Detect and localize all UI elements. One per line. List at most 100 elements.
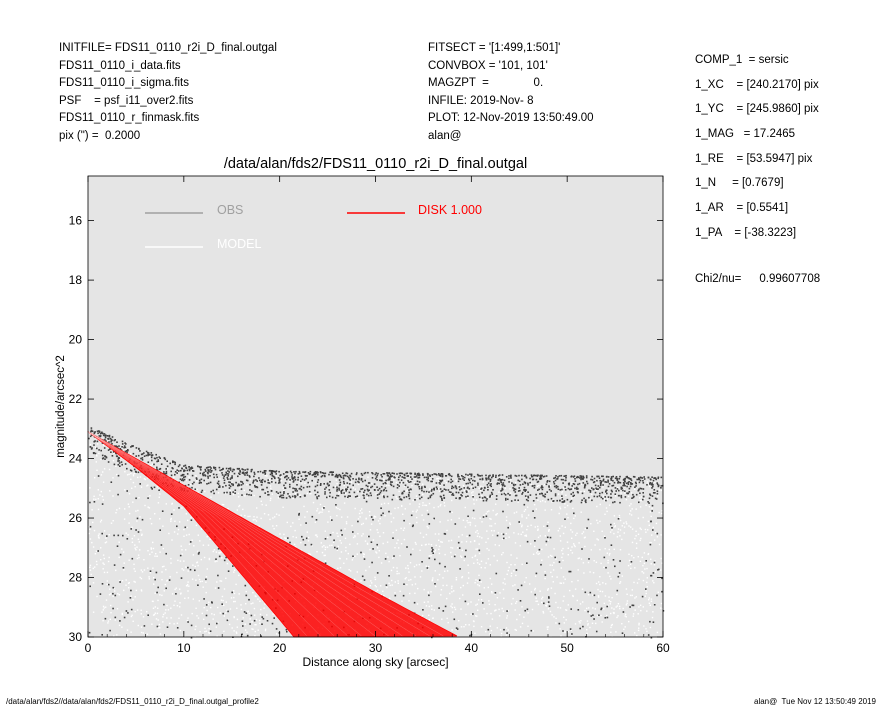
- model-point: [269, 518, 271, 521]
- model-point: [147, 567, 149, 569]
- obs-point: [445, 475, 447, 477]
- obs-point: [524, 489, 526, 491]
- obs-point: [158, 489, 160, 491]
- obs-point: [502, 484, 505, 486]
- obs-point: [181, 478, 184, 480]
- obs-point: [175, 593, 177, 595]
- obs-point: [88, 631, 91, 634]
- model-point: [616, 605, 618, 607]
- header-line: MAGZPT = 0.: [428, 77, 544, 90]
- obs-point: [231, 475, 233, 477]
- y-tick-label: 28: [69, 571, 83, 585]
- model-point: [100, 474, 103, 476]
- obs-point: [131, 445, 133, 447]
- model-point: [354, 488, 356, 490]
- obs-point: [88, 437, 90, 440]
- obs-point: [215, 558, 217, 560]
- obs-point: [340, 476, 343, 479]
- model-point: [150, 464, 152, 466]
- obs-point: [435, 473, 437, 475]
- obs-point: [608, 483, 611, 485]
- obs-point: [320, 483, 322, 485]
- obs-point: [479, 593, 481, 595]
- obs-point: [653, 561, 656, 564]
- obs-point: [444, 565, 446, 568]
- model-point: [593, 560, 595, 562]
- obs-point: [289, 496, 292, 499]
- model-point: [543, 483, 546, 486]
- obs-point: [596, 475, 599, 478]
- model-point: [469, 524, 471, 526]
- model-point: [474, 632, 476, 634]
- model-point: [269, 485, 272, 487]
- obs-point: [371, 477, 374, 479]
- model-point: [631, 555, 633, 557]
- obs-point: [342, 477, 345, 479]
- model-point: [541, 596, 544, 598]
- obs-point: [544, 496, 546, 498]
- model-point: [448, 540, 450, 542]
- model-point: [561, 549, 563, 552]
- model-point: [121, 612, 123, 615]
- obs-point: [472, 613, 474, 615]
- obs-point: [126, 467, 128, 470]
- obs-point: [228, 484, 231, 486]
- obs-point: [241, 468, 243, 470]
- model-point: [315, 534, 318, 536]
- obs-point: [657, 485, 660, 488]
- model-point: [213, 613, 215, 616]
- model-point: [527, 525, 529, 527]
- obs-point: [93, 501, 96, 503]
- obs-point: [108, 441, 110, 443]
- model-point: [639, 497, 641, 499]
- model-point: [252, 628, 254, 630]
- model-point: [201, 580, 203, 582]
- model-point: [637, 613, 639, 615]
- obs-point: [408, 489, 410, 491]
- model-point: [561, 492, 563, 494]
- model-point: [379, 517, 381, 520]
- obs-point: [324, 472, 327, 475]
- obs-point: [267, 481, 269, 484]
- model-point: [474, 554, 477, 557]
- model-point: [599, 503, 601, 506]
- obs-point: [654, 492, 656, 494]
- model-point: [354, 578, 356, 580]
- model-point: [260, 500, 262, 502]
- model-point: [334, 485, 336, 488]
- model-point: [643, 562, 646, 565]
- model-point: [368, 566, 371, 568]
- obs-point: [433, 488, 435, 490]
- obs-point: [149, 454, 151, 456]
- obs-point: [97, 475, 100, 477]
- obs-point: [300, 488, 303, 491]
- obs-point: [329, 534, 332, 536]
- model-point: [249, 478, 252, 481]
- model-point: [506, 499, 508, 502]
- model-point: [159, 627, 161, 629]
- obs-point: [231, 477, 233, 479]
- model-point: [430, 479, 432, 481]
- obs-point: [515, 494, 518, 497]
- model-point: [363, 553, 365, 555]
- model-point: [95, 453, 98, 456]
- obs-point: [281, 496, 283, 499]
- obs-point: [417, 472, 420, 475]
- obs-point: [517, 479, 519, 482]
- model-point: [416, 498, 418, 500]
- obs-point: [399, 498, 401, 501]
- obs-point: [526, 540, 529, 543]
- model-point: [418, 506, 420, 508]
- model-point: [112, 495, 114, 497]
- obs-point: [243, 611, 246, 613]
- model-point: [382, 532, 385, 534]
- obs-point: [275, 491, 278, 493]
- model-point: [339, 539, 341, 542]
- model-point: [295, 546, 297, 548]
- model-point: [644, 595, 646, 597]
- obs-point: [378, 493, 381, 495]
- model-point: [162, 525, 164, 527]
- model-point: [225, 577, 227, 579]
- obs-point: [398, 476, 400, 479]
